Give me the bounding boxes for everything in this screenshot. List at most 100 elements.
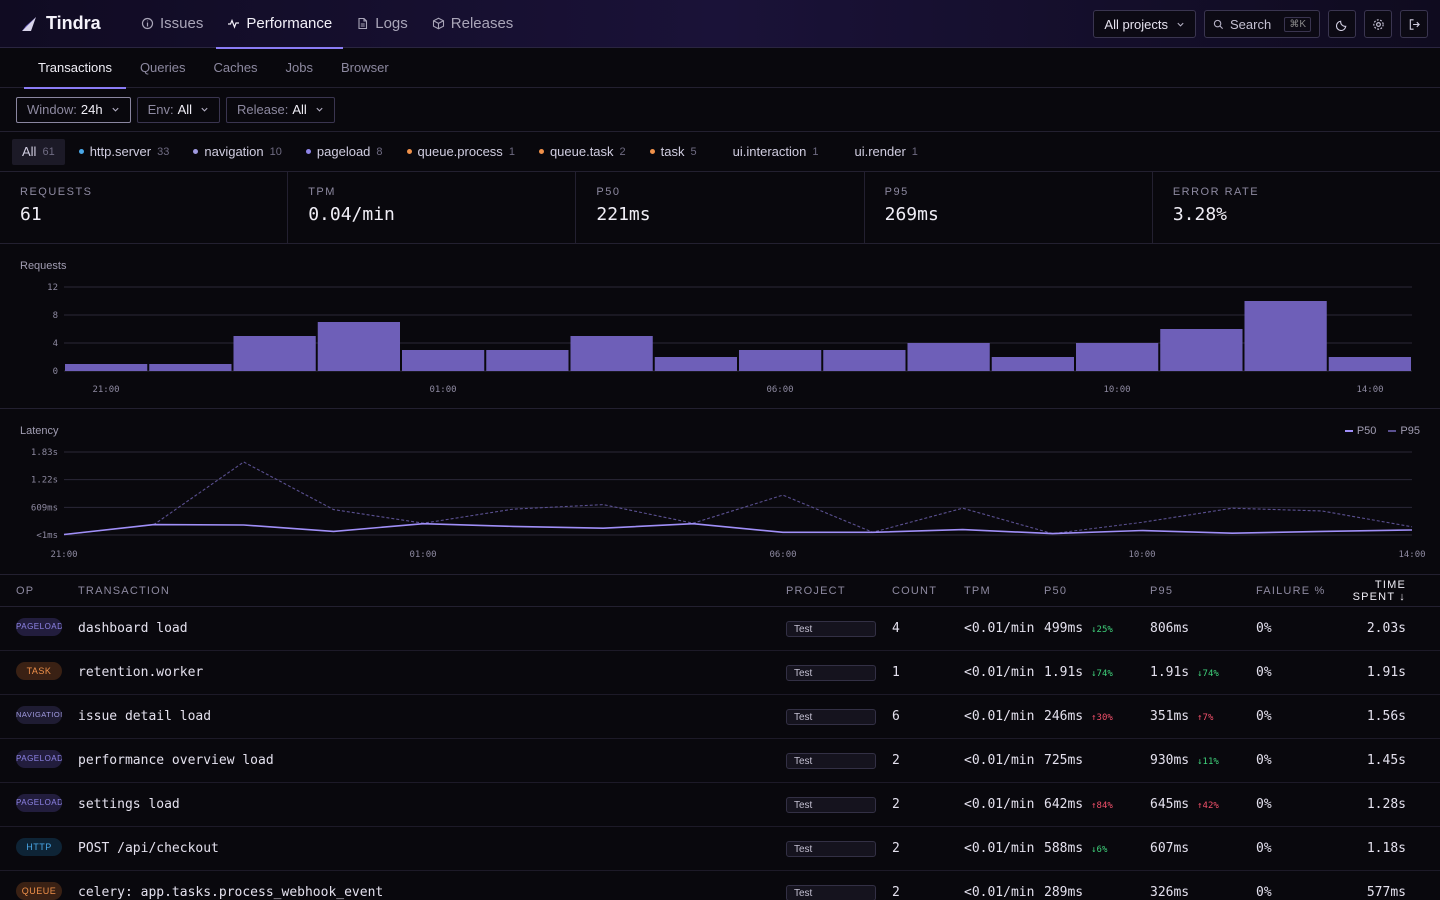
bar[interactable] (149, 364, 232, 371)
p50-value: 588ms (1044, 841, 1084, 856)
cell-p95: 930ms ↓11% (1150, 753, 1256, 768)
subtab-transactions[interactable]: Transactions (24, 48, 126, 89)
op-chip-pageload[interactable]: pageload 8 (296, 139, 393, 165)
cell-failure: 0% (1256, 841, 1272, 856)
bar[interactable] (1244, 301, 1327, 371)
bar[interactable] (654, 357, 737, 371)
cell-count: 4 (892, 621, 900, 636)
p95-value: 645ms (1150, 797, 1190, 812)
subtab-queries[interactable]: Queries (139, 60, 186, 75)
cell-transaction[interactable]: retention.worker (78, 665, 204, 680)
table-row[interactable]: TASK retention.worker Test 1 <0.01/min 1.91s ↓… (0, 651, 1440, 695)
op-chip-navigation[interactable]: navigation 10 (183, 139, 292, 165)
col-p50[interactable]: P50 (1044, 584, 1068, 597)
bar[interactable] (823, 350, 906, 371)
op-count: 5 (690, 145, 697, 158)
subtab-caches[interactable]: Caches (213, 60, 258, 75)
bar[interactable] (486, 350, 569, 371)
bar[interactable] (991, 357, 1074, 371)
col-op[interactable]: OP (16, 584, 35, 597)
op-chip-all[interactable]: All 61 (12, 138, 65, 165)
bar[interactable] (317, 322, 400, 371)
table-row[interactable]: PAGELOAD settings load Test 2 <0.01/min 642ms… (0, 783, 1440, 827)
nav-tab-logs[interactable]: Logs (345, 0, 419, 48)
cell-transaction[interactable]: celery: app.tasks.process_webhook_event (78, 885, 384, 900)
stat-tpm: TPM 0.04/min (288, 172, 577, 243)
table-row[interactable]: QUEUE celery: app.tasks.process_webhook_e… (0, 871, 1440, 900)
filter-bar: Window: 24h Env: All Release: All (0, 88, 1440, 132)
p50-delta: ↓25% (1091, 625, 1113, 635)
logout-button[interactable] (1400, 10, 1428, 38)
bar[interactable] (570, 336, 653, 371)
op-chip-task[interactable]: task 5 (640, 139, 707, 165)
filter-window[interactable]: Window: 24h (16, 96, 131, 123)
table-row[interactable]: NAVIGATION issue detail load Test 6 <0.01/mi… (0, 695, 1440, 739)
y-tick: 609ms (31, 503, 58, 513)
filter-env[interactable]: Env: All (136, 96, 221, 123)
nav-tab-releases[interactable]: Releases (421, 0, 525, 48)
op-chip-queue-task[interactable]: queue.task 2 (529, 139, 636, 165)
cell-transaction[interactable]: POST /api/checkout (78, 841, 219, 856)
bar[interactable] (1160, 329, 1243, 371)
nav-tab-issues[interactable]: Issues (130, 0, 214, 48)
col-failure[interactable]: FAILURE % (1256, 584, 1326, 597)
cell-project: Test (786, 884, 892, 900)
bar[interactable] (402, 350, 485, 371)
bar[interactable] (1076, 343, 1159, 371)
cell-transaction[interactable]: dashboard load (78, 621, 188, 636)
bar[interactable] (233, 336, 316, 371)
filter-value: All (292, 102, 307, 117)
cell-p50: 289ms (1044, 885, 1150, 900)
settings-button[interactable] (1364, 10, 1392, 38)
search-button[interactable]: Search ⌘K (1204, 10, 1320, 38)
bar[interactable] (739, 350, 822, 371)
theme-toggle-button[interactable] (1328, 10, 1356, 38)
cell-transaction[interactable]: settings load (78, 797, 180, 812)
op-label: navigation (204, 144, 264, 159)
chevron-down-icon (201, 107, 208, 112)
x-tick: 06:00 (766, 385, 793, 395)
brand[interactable]: Tindra (0, 13, 130, 34)
op-count: 61 (42, 145, 55, 158)
p95-delta: ↑7% (1197, 713, 1214, 723)
series-line-p95[interactable] (63, 461, 1413, 536)
filter-release[interactable]: Release: All (226, 96, 335, 123)
series-line-p50[interactable] (63, 522, 1413, 536)
subtab-jobs[interactable]: Jobs (285, 60, 314, 75)
cell-time-spent: 2.03s (1366, 621, 1406, 636)
cell-p50: 588ms ↓6% (1044, 841, 1150, 856)
project-select[interactable]: All projects (1093, 10, 1196, 38)
col-p95[interactable]: P95 (1150, 584, 1174, 597)
bar[interactable] (65, 364, 148, 371)
op-chip-queue-process[interactable]: queue.process 1 (397, 139, 525, 165)
subtab-browser[interactable]: Browser (341, 60, 389, 75)
cell-transaction[interactable]: performance overview load (78, 753, 274, 768)
op-chip-ui-render[interactable]: ui.render 1 (832, 139, 927, 165)
cell-tpm: <0.01/min (964, 665, 1035, 680)
op-chip-http-server[interactable]: http.server 33 (69, 139, 180, 165)
requests-chart-section: Requests 12 8 4 0 21:00 01:00 06:00 10:00 14:00 (0, 244, 1440, 409)
search-shortcut: ⌘K (1284, 16, 1311, 32)
legend-p95: P95 (1388, 425, 1420, 437)
nav-tab-performance[interactable]: Performance (216, 0, 344, 49)
cell-count: 2 (892, 797, 900, 812)
y-tick: <1ms (36, 531, 58, 541)
op-badge: HTTP (16, 838, 62, 856)
p95-value: 1.91s (1150, 665, 1190, 680)
col-transaction[interactable]: TRANSACTION (78, 584, 171, 597)
table-row[interactable]: PAGELOAD dashboard load Test 4 <0.01/min 499m… (0, 607, 1440, 651)
op-dot (305, 149, 311, 154)
x-tick: 10:00 (1103, 385, 1130, 395)
col-tpm[interactable]: TPM (964, 584, 991, 597)
op-chip-ui-interaction[interactable]: ui.interaction 1 (711, 139, 829, 165)
table-row[interactable]: PAGELOAD performance overview load Test 2 <0… (0, 739, 1440, 783)
col-project[interactable]: PROJECT (786, 584, 846, 597)
filter-label: Release: (237, 102, 289, 117)
bar[interactable] (1328, 357, 1411, 371)
col-time-spent[interactable]: TIME SPENT ↓ (1352, 578, 1406, 603)
bar[interactable] (907, 343, 990, 371)
table-row[interactable]: HTTP POST /api/checkout Test 2 <0.01/min 588m… (0, 827, 1440, 871)
cell-transaction[interactable]: issue detail load (78, 709, 212, 724)
col-count[interactable]: COUNT (892, 584, 938, 597)
op-count: 1 (812, 145, 819, 158)
